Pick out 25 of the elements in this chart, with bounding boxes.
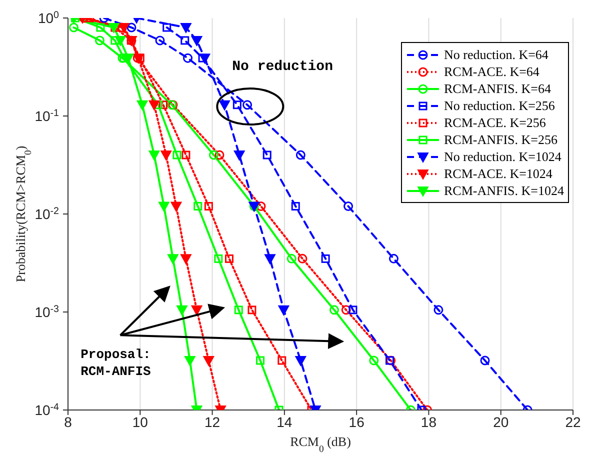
legend-label: RCM-ACE. K=1024 <box>444 166 552 182</box>
y-tick-label: 10$^{-3}$ <box>34 304 60 320</box>
legend-label: RCM-ACE. K=256 <box>444 114 546 130</box>
legend-label: RCM-ANFIS. K=64 <box>444 80 551 96</box>
x-tick-label: 20 <box>493 414 509 430</box>
legend-label: No reduction. K=256 <box>444 98 555 114</box>
y-tick-label: 10$^{-2}$ <box>34 206 59 222</box>
legend-label: No reduction. K=64 <box>444 46 548 62</box>
annotation: No reduction <box>232 58 333 74</box>
y-tick-label: 10$^{0}$ <box>38 10 60 26</box>
legend-label: RCM-ANFIS. K=1024 <box>444 182 564 198</box>
legend-label: No reduction. K=1024 <box>444 148 562 164</box>
x-tick-label: 8 <box>64 414 72 430</box>
legend-label: RCM-ANFIS. K=256 <box>444 132 558 148</box>
x-tick-label: 12 <box>204 414 220 430</box>
x-tick-label: 14 <box>276 414 292 430</box>
x-axis-title: RCM$_{0}$ (dB) <box>290 434 351 454</box>
x-tick-label: 22 <box>565 414 581 430</box>
y-tick-label: 10$^{-4}$ <box>34 402 60 418</box>
y-tick-label: 10$^{-1}$ <box>34 108 59 124</box>
annotation: Proposal: RCM-ANFIS <box>80 346 151 380</box>
legend-label: RCM-ACE. K=64 <box>444 64 540 80</box>
x-tick-label: 18 <box>420 414 437 430</box>
x-tick-label: 16 <box>348 414 365 430</box>
x-tick-label: 10 <box>132 414 148 430</box>
